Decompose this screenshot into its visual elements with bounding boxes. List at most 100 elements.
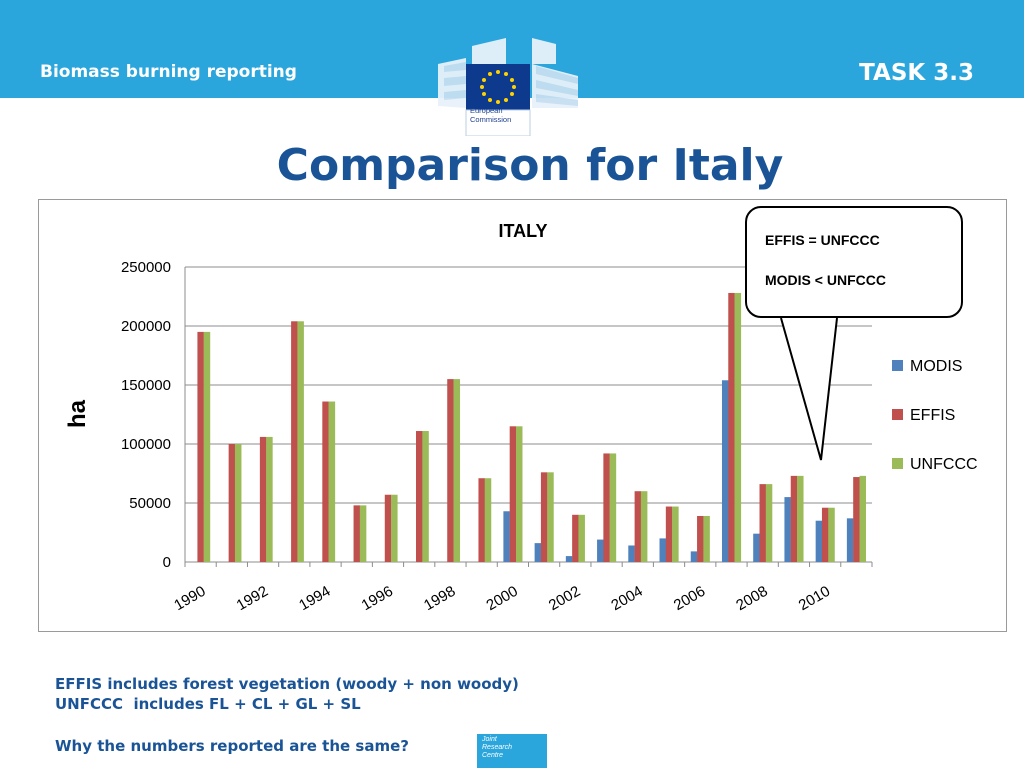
bar-effis — [634, 491, 642, 562]
x-tick-label: 1998 — [421, 583, 458, 614]
bar-unfccc — [453, 379, 461, 562]
bar-unfccc — [359, 505, 367, 562]
bar-effis — [728, 292, 735, 562]
x-tick-label: 2000 — [483, 583, 520, 614]
bar-effis — [853, 477, 860, 562]
legend-label-effis: EFFIS — [910, 407, 955, 424]
chart-frame: 0 50000 100000 150000 200000 250000 1990 1992 19… — [38, 199, 1007, 632]
bar-unfccc — [734, 292, 742, 562]
note-line-1: EFFIS includes forest vegetation (woody … — [55, 675, 519, 693]
callout-box: EFFIS = UNFCCC MODIS < UNFCCC — [745, 206, 963, 318]
header-left-title: Biomass burning reporting — [40, 62, 297, 82]
legend-label-unfccc: UNFCCC — [910, 456, 978, 473]
bar-effis — [509, 426, 517, 562]
header-right-title: TASK 3.3 — [859, 60, 974, 86]
legend-label-modis: MODIS — [910, 358, 962, 375]
callout-line-2: MODIS < UNFCCC — [765, 272, 886, 288]
y-tick-label: 50000 — [129, 495, 171, 512]
bar-effis — [447, 379, 454, 562]
bar-unfccc — [297, 321, 304, 562]
bar-modis — [753, 533, 760, 562]
jrc-line-2: Research — [482, 744, 512, 751]
x-tick-label: 1990 — [171, 583, 208, 614]
bar-modis — [534, 543, 542, 562]
bar-effis — [197, 331, 204, 562]
note-line-2: UNFCCC includes FL + CL + GL + SL — [55, 695, 361, 713]
y-axis-label: ha — [64, 399, 91, 428]
x-tick-label: 2010 — [796, 583, 833, 614]
building-icon — [438, 38, 578, 137]
bar-effis — [384, 494, 392, 562]
bar-unfccc — [266, 436, 273, 562]
jrc-line-3: Centre — [482, 752, 504, 759]
note-line-3: Why the numbers reported are the same? — [55, 737, 409, 755]
bar-effis — [572, 514, 579, 562]
logo-text-2: Commission — [470, 115, 512, 124]
x-tick-label: 1994 — [296, 583, 333, 614]
bar-effis — [603, 453, 610, 562]
bar-effis — [540, 472, 548, 562]
european-commission-logo — [436, 36, 582, 137]
bar-effis — [291, 321, 298, 562]
bar-modis — [784, 497, 791, 562]
legend-swatch-effis — [892, 409, 903, 420]
bar-effis — [322, 401, 329, 562]
bar-effis — [759, 484, 767, 562]
x-tick-label: 2002 — [546, 583, 583, 614]
bar-modis — [721, 380, 729, 562]
bar-unfccc — [578, 514, 585, 562]
bar-effis — [665, 506, 673, 562]
bar-modis — [815, 520, 823, 562]
bar-unfccc — [515, 426, 523, 562]
logo-text-1: European — [470, 106, 503, 115]
bar-effis — [259, 436, 267, 562]
legend-swatch-unfccc — [892, 458, 903, 469]
y-tick-label: 0 — [163, 554, 171, 571]
x-tick-label: 2006 — [671, 583, 708, 614]
callout-line-1: EFFIS = UNFCCC — [765, 232, 880, 248]
jrc-logo: Joint Research Centre — [477, 734, 547, 768]
bar-effis — [790, 475, 798, 562]
bar-unfccc — [609, 453, 617, 562]
jrc-line-1: Joint — [482, 736, 497, 743]
x-tick-label: 1996 — [359, 583, 396, 614]
y-tick-label: 150000 — [121, 377, 171, 394]
legend-swatch-modis — [892, 360, 903, 371]
chart-title: ITALY — [498, 221, 547, 241]
slide-title: Comparison for Italy — [276, 140, 784, 191]
bar-effis — [821, 507, 829, 562]
x-tick-label: 2004 — [608, 583, 645, 614]
bar-effis — [416, 431, 423, 562]
jrc-logo-text: Joint Research Centre — [482, 736, 512, 760]
bar-unfccc — [484, 478, 492, 562]
notes: EFFIS includes forest vegetation (woody … — [55, 674, 519, 756]
bar-unfccc — [703, 515, 710, 562]
bar-unfccc — [547, 472, 554, 562]
bar-modis — [690, 551, 698, 562]
bar-chart: 0 50000 100000 150000 200000 250000 1990 1992 19… — [64, 221, 978, 614]
x-tick-label: 2008 — [733, 583, 770, 614]
bar-modis — [565, 556, 573, 562]
bar-unfccc — [765, 484, 773, 562]
bar-unfccc — [391, 494, 398, 562]
bar-effis — [697, 515, 704, 562]
bar-unfccc — [859, 475, 866, 562]
bar-unfccc — [234, 444, 242, 562]
bar-unfccc — [828, 507, 835, 562]
bar-modis — [503, 511, 510, 562]
bar-unfccc — [422, 431, 429, 562]
x-tick-label: 1992 — [234, 583, 271, 614]
bar-modis — [659, 538, 667, 562]
note-spacer — [55, 714, 519, 736]
bar-modis — [628, 545, 635, 562]
y-tick-label: 100000 — [121, 436, 171, 453]
bar-unfccc — [640, 491, 648, 562]
bar-modis — [597, 539, 604, 562]
logo-label: European Commission — [470, 106, 530, 124]
bar-effis — [228, 444, 236, 562]
y-tick-label: 250000 — [121, 259, 171, 276]
bar-modis — [846, 518, 854, 562]
bar-unfccc — [797, 475, 804, 562]
bar-effis — [478, 478, 485, 562]
bar-unfccc — [672, 506, 679, 562]
